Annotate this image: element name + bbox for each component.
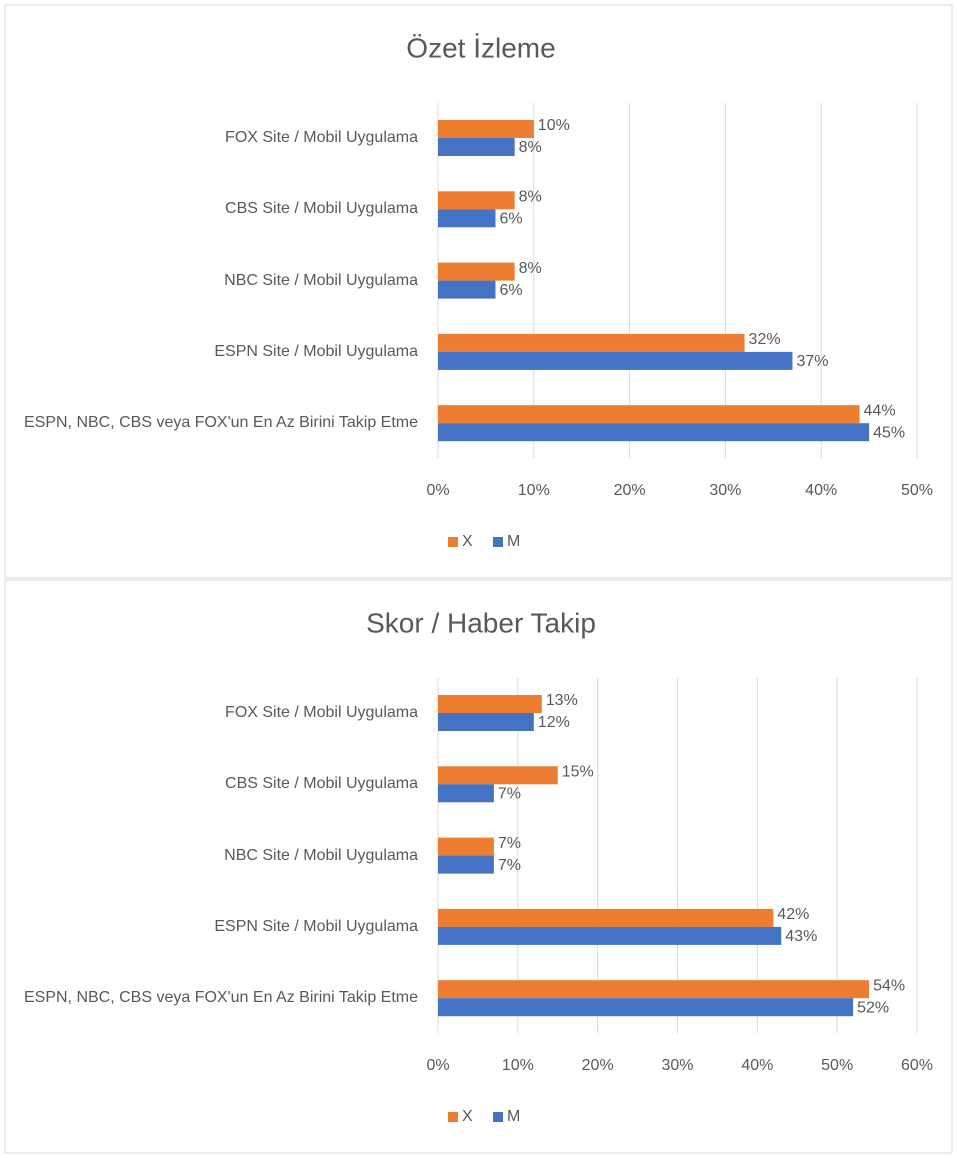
data-label: 54% [873, 977, 905, 994]
x-tick-label: 50% [821, 1057, 853, 1074]
legend-swatch [448, 1112, 458, 1122]
legend-label: M [507, 533, 520, 550]
y-tick-label-box: ESPN, NBC, CBS veya FOX'un En Az Birini … [24, 987, 418, 1009]
x-tick-label: 20% [614, 482, 646, 499]
x-tick-label: 40% [805, 482, 837, 499]
bar [438, 926, 782, 945]
x-tick-label: 30% [661, 1057, 693, 1074]
data-label: 10% [538, 117, 570, 134]
legend-label: X [462, 533, 473, 550]
x-tick-label: 50% [901, 482, 933, 499]
data-label: 43% [785, 928, 817, 945]
x-tick-label: 0% [426, 1057, 449, 1074]
bar [438, 405, 860, 424]
y-tick-label-box: CBS Site / Mobil Uygulama [225, 198, 418, 220]
bar [438, 333, 745, 352]
data-label: 8% [519, 260, 542, 277]
data-label: 13% [546, 692, 578, 709]
bar [438, 837, 494, 856]
y-tick-label: CBS Site / Mobil Uygulama [225, 775, 418, 793]
bar [438, 766, 558, 785]
legend-label: M [507, 1108, 520, 1125]
bar [438, 980, 870, 999]
bar [438, 855, 494, 874]
bar [438, 138, 515, 156]
data-label: 37% [796, 353, 828, 370]
data-label: 52% [857, 999, 889, 1016]
data-label: 44% [864, 402, 896, 419]
data-label: 6% [499, 211, 522, 228]
bar [438, 262, 515, 281]
chart-title: Skor / Haber Takip [366, 607, 596, 638]
data-label: 6% [499, 282, 522, 299]
y-tick-label-box: ESPN Site / Mobil Uygulama [214, 916, 418, 938]
y-tick-label-box: NBC Site / Mobil Uygulama [224, 270, 418, 292]
y-tick-label: ESPN Site / Mobil Uygulama [214, 342, 418, 360]
data-label: 7% [498, 786, 521, 803]
bar [438, 191, 515, 210]
y-tick-label-box: ESPN Site / Mobil Uygulama [214, 341, 418, 363]
bar [438, 280, 496, 299]
y-tick-label: FOX Site / Mobil Uygulama [225, 129, 418, 146]
legend-swatch [493, 1112, 503, 1122]
bar [438, 209, 496, 228]
bar [438, 998, 854, 1017]
y-tick-label: NBC Site / Mobil Uygulama [224, 271, 418, 289]
x-tick-label: 0% [426, 482, 449, 499]
y-tick-label-box: FOX Site / Mobil Uygulama [225, 127, 418, 149]
data-label: 12% [538, 714, 570, 731]
data-label: 42% [777, 906, 809, 923]
bar [438, 695, 542, 713]
y-tick-label: NBC Site / Mobil Uygulama [224, 846, 418, 864]
bar [438, 351, 793, 370]
x-tick-label: 10% [518, 482, 550, 499]
x-tick-label: 60% [901, 1057, 933, 1074]
data-label: 7% [498, 835, 521, 852]
x-tick-label: 10% [502, 1057, 534, 1074]
y-tick-label: ESPN, NBC, CBS veya FOX'un En Az Birini … [23, 414, 418, 432]
y-tick-label-box: CBS Site / Mobil Uygulama [225, 773, 418, 795]
data-label: 8% [519, 189, 542, 206]
chart-title: Özet İzleme [406, 32, 555, 63]
y-tick-label-box: ESPN, NBC, CBS veya FOX'un En Az Birini … [24, 412, 418, 434]
legend-swatch [448, 537, 458, 547]
data-label: 15% [562, 764, 594, 781]
data-label: 45% [873, 424, 905, 441]
data-label: 7% [498, 857, 521, 874]
y-tick-label-box: FOX Site / Mobil Uygulama [225, 702, 418, 724]
y-tick-label-box: NBC Site / Mobil Uygulama [224, 845, 418, 867]
y-tick-label: ESPN Site / Mobil Uygulama [214, 917, 418, 935]
legend-swatch [493, 537, 503, 547]
x-tick-label: 20% [582, 1057, 614, 1074]
legend-label: X [462, 1108, 473, 1125]
data-label: 8% [519, 139, 542, 156]
bar [438, 713, 534, 731]
x-tick-label: 30% [709, 482, 741, 499]
bar [438, 908, 774, 927]
data-label: 32% [749, 331, 781, 348]
bar [438, 423, 870, 442]
y-tick-label: CBS Site / Mobil Uygulama [225, 200, 418, 218]
bar [438, 120, 534, 138]
y-tick-label: FOX Site / Mobil Uygulama [225, 704, 418, 721]
x-tick-label: 40% [741, 1057, 773, 1074]
bar [438, 784, 494, 803]
y-tick-label: ESPN, NBC, CBS veya FOX'un En Az Birini … [23, 989, 418, 1007]
